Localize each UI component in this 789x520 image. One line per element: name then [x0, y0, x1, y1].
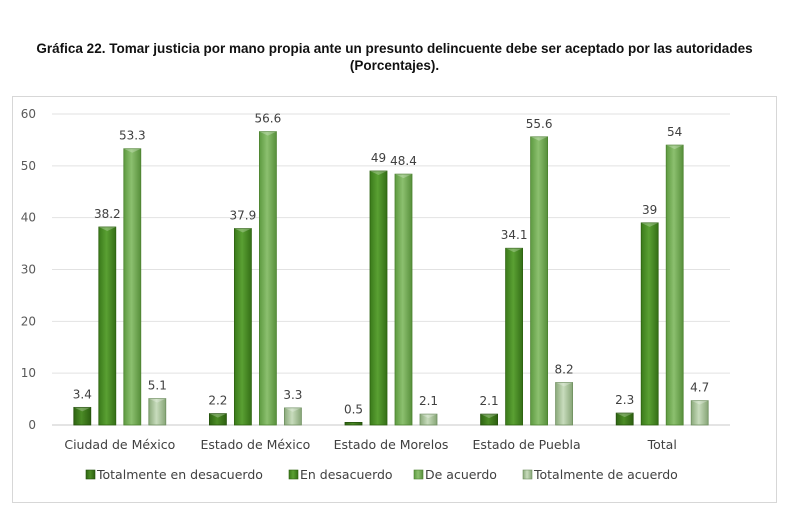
- y-tick-label: 50: [21, 159, 36, 173]
- x-category-label: Total: [647, 437, 677, 452]
- bar: [208, 413, 227, 426]
- bar: [394, 173, 413, 426]
- y-tick-label: 0: [28, 418, 36, 432]
- legend-label: Totalmente en desacuerdo: [96, 467, 263, 482]
- data-label: 54: [667, 125, 682, 139]
- data-label: 48.4: [390, 154, 417, 168]
- bar-bevel: [148, 398, 166, 403]
- bar-bevel: [420, 414, 437, 419]
- y-tick-label: 20: [21, 314, 36, 328]
- data-label: 2.1: [480, 394, 499, 408]
- bar: [73, 406, 92, 426]
- bar: [480, 413, 499, 426]
- bar-bevel: [209, 413, 227, 418]
- bar: [615, 412, 634, 426]
- bar-bevel: [666, 145, 684, 150]
- bar-bevel: [395, 174, 412, 179]
- bar: [419, 413, 438, 426]
- data-label: 2.2: [208, 394, 227, 408]
- data-label: 56.6: [255, 112, 282, 126]
- bar: [283, 407, 302, 426]
- bar-bevel: [616, 413, 634, 418]
- data-label: 37.9: [230, 209, 257, 223]
- bar-bevel: [123, 148, 141, 153]
- bar-bevel: [641, 222, 659, 227]
- y-tick-label: 10: [21, 366, 36, 380]
- chart-frame: [12, 96, 777, 503]
- bar-bevel: [555, 382, 573, 387]
- data-label: 55.6: [526, 117, 553, 131]
- data-label: 49: [371, 151, 386, 165]
- bar-bevel: [530, 136, 548, 141]
- data-label: 53.3: [119, 129, 146, 143]
- x-category-label: Estado de México: [201, 437, 311, 452]
- data-label: 39: [642, 203, 657, 217]
- bar-bevel: [480, 414, 498, 419]
- chart-title-line2: (Porcentajes).: [349, 58, 440, 73]
- data-label: 2.1: [419, 394, 438, 408]
- bar-bevel: [691, 400, 709, 405]
- bar-bevel: [505, 248, 523, 253]
- chart-title: Gráfica 22. Tomar justicia por mano prop…: [0, 40, 789, 74]
- bar: [369, 170, 388, 426]
- bar: [690, 400, 709, 426]
- data-label: 0.5: [344, 402, 363, 416]
- legend-label: Totalmente de acuerdo: [533, 467, 678, 482]
- legend-swatch: [85, 469, 96, 480]
- bar: [505, 247, 524, 426]
- y-tick-label: 40: [21, 211, 36, 225]
- x-category-label: Estado de Puebla: [473, 437, 581, 452]
- bar: [233, 228, 252, 426]
- legend-swatch: [413, 469, 424, 480]
- data-label: 2.3: [615, 393, 634, 407]
- x-category-label: Ciudad de México: [64, 437, 175, 452]
- bar: [530, 136, 548, 426]
- bar: [148, 398, 167, 426]
- bar-bevel: [259, 131, 277, 136]
- legend-label: De acuerdo: [425, 467, 497, 482]
- bar: [640, 222, 659, 426]
- x-category-label: Estado de Morelos: [334, 437, 449, 452]
- bar: [123, 148, 142, 426]
- data-label: 34.1: [501, 228, 528, 242]
- legend-swatch: [288, 469, 299, 480]
- data-label: 38.2: [94, 207, 121, 221]
- bar: [258, 131, 277, 426]
- y-tick-label: 30: [21, 263, 36, 277]
- bar-bevel: [73, 407, 91, 412]
- y-tick-label: 60: [21, 107, 36, 121]
- chart-title-line1: Gráfica 22. Tomar justicia por mano prop…: [36, 41, 753, 56]
- bar-bevel: [234, 228, 252, 233]
- bar: [555, 382, 573, 426]
- bar: [344, 422, 363, 426]
- legend-label: En desacuerdo: [300, 467, 393, 482]
- data-label: 3.4: [73, 387, 92, 401]
- data-label: 4.7: [690, 381, 709, 395]
- data-label: 5.1: [148, 379, 167, 393]
- data-label: 8.2: [555, 362, 574, 376]
- bar: [665, 144, 684, 426]
- legend-swatch: [522, 469, 533, 480]
- bar-bevel: [370, 171, 387, 176]
- bar-bevel: [98, 226, 116, 231]
- data-label: 3.3: [283, 388, 302, 402]
- bar: [98, 226, 117, 426]
- bar-bevel: [284, 407, 302, 412]
